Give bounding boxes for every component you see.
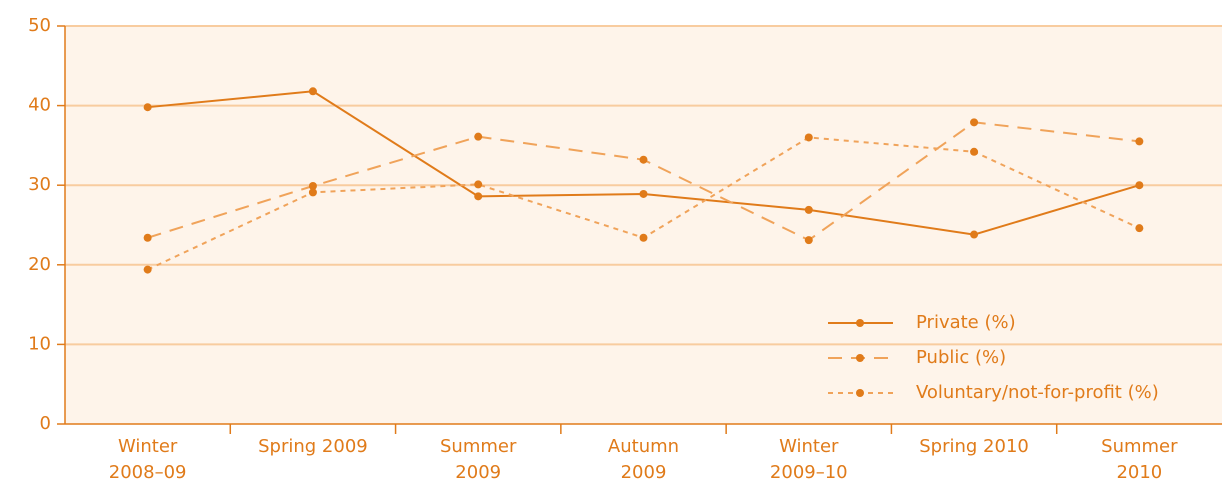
legend-marker bbox=[856, 389, 864, 397]
data-point bbox=[308, 181, 317, 190]
y-tick-label: 10 bbox=[28, 333, 51, 354]
data-point bbox=[639, 155, 648, 164]
x-tick-label: Summer 2009 bbox=[440, 436, 517, 483]
data-point bbox=[804, 236, 813, 245]
data-point bbox=[639, 233, 648, 242]
legend-marker bbox=[856, 319, 864, 327]
data-point bbox=[804, 205, 813, 214]
x-tick-label: Summer 2010 bbox=[1101, 436, 1178, 483]
x-tick-label: Winter 2009–10 bbox=[769, 436, 848, 483]
y-tick-label: 30 bbox=[28, 174, 51, 195]
data-point bbox=[143, 265, 152, 274]
x-tick-label: Spring 2010 bbox=[919, 436, 1029, 457]
y-tick-label: 0 bbox=[40, 413, 51, 434]
data-point bbox=[1135, 137, 1144, 146]
data-point bbox=[970, 147, 979, 156]
data-point bbox=[1135, 181, 1144, 190]
x-tick-label: Winter 2008–09 bbox=[108, 436, 187, 483]
x-tick-label: Autumn 2009 bbox=[607, 436, 680, 483]
x-tick-label: Spring 2009 bbox=[258, 436, 368, 457]
data-point bbox=[970, 118, 979, 127]
data-point bbox=[639, 189, 648, 198]
data-point bbox=[308, 87, 317, 96]
legend-label: Private (%) bbox=[916, 312, 1016, 333]
data-point bbox=[308, 188, 317, 197]
data-point bbox=[970, 230, 979, 239]
legend-marker bbox=[856, 354, 864, 362]
y-tick-label: 40 bbox=[28, 95, 51, 116]
data-point bbox=[804, 133, 813, 142]
plot-background bbox=[65, 26, 1222, 424]
data-point bbox=[143, 103, 152, 112]
data-point bbox=[1135, 224, 1144, 233]
data-point bbox=[474, 132, 483, 141]
y-tick-label: 50 bbox=[28, 15, 51, 36]
data-point bbox=[474, 192, 483, 201]
legend-label: Public (%) bbox=[916, 347, 1006, 368]
data-point bbox=[474, 180, 483, 189]
data-point bbox=[143, 233, 152, 242]
y-tick-label: 20 bbox=[28, 254, 51, 275]
legend-label: Voluntary/not-for-profit (%) bbox=[916, 382, 1159, 403]
